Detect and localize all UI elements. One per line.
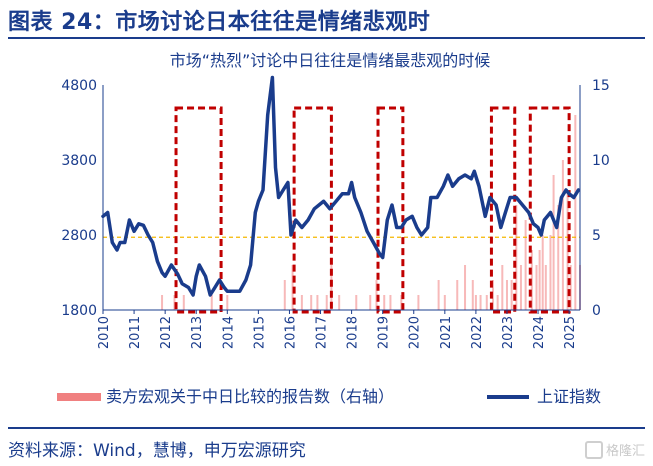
report-bar (566, 190, 569, 310)
x-tick-label: 2019 (377, 316, 392, 349)
report-bar (355, 295, 358, 310)
report-bar (569, 265, 572, 310)
report-bar (161, 295, 164, 310)
report-bar (541, 235, 544, 310)
header-divider (8, 37, 645, 39)
highlight-box (292, 106, 333, 314)
report-bar (417, 295, 420, 310)
left-tick-label: 4800 (61, 78, 97, 94)
x-tick-label: 2017 (315, 316, 330, 349)
report-bar (496, 295, 499, 310)
report-bar (561, 160, 564, 310)
right-tick-label: 10 (592, 153, 610, 169)
right-tick-label: 15 (592, 78, 610, 94)
highlight-box (489, 106, 517, 314)
report-bar (300, 295, 303, 310)
report-bar (375, 280, 378, 310)
report-bar (369, 295, 372, 310)
report-bar (383, 295, 386, 310)
report-bar (400, 295, 403, 310)
report-bar (310, 295, 313, 310)
report-bar (530, 250, 533, 310)
header: 图表 24：市场讨论日本往往是情绪悲观时 (0, 0, 653, 40)
report-bar (474, 295, 477, 310)
report-bar (443, 295, 446, 310)
report-bar (291, 265, 294, 310)
figure-title: 图表 24：市场讨论日本往往是情绪悲观时 (8, 10, 431, 35)
x-tick-label: 2021 (439, 316, 454, 349)
footer-divider (8, 427, 645, 429)
report-bar (544, 265, 547, 310)
x-tick-label: 2014 (221, 316, 236, 349)
report-bar (535, 265, 538, 310)
x-tick-label: 2022 (470, 316, 485, 349)
highlight-box (376, 106, 405, 314)
legend-bar-label: 卖方宏观关于中日比较的报告数（右轴） (106, 387, 394, 406)
highlight-box (174, 106, 223, 314)
report-bar (182, 295, 185, 310)
x-tick-label: 2024 (532, 316, 547, 349)
watermark: 格隆汇 (584, 440, 645, 459)
x-tick-label: 2018 (346, 316, 361, 349)
report-bar (510, 280, 513, 310)
index-line (101, 75, 581, 297)
left-tick-label: 1800 (61, 303, 97, 319)
report-bar (491, 280, 494, 310)
watermark-icon (584, 440, 603, 459)
x-tick-label: 2013 (190, 316, 205, 349)
source-note: 资料来源：Wind，慧博，申万宏源研究 (8, 441, 306, 461)
report-bar (505, 280, 508, 310)
report-bar (464, 265, 467, 310)
report-bar (552, 175, 555, 310)
right-tick-label: 5 (592, 228, 601, 244)
x-tick-label: 2011 (128, 316, 143, 349)
report-bar (557, 205, 560, 310)
report-bar (538, 250, 541, 310)
report-bar (515, 205, 518, 310)
left-tick-label: 3800 (61, 153, 97, 169)
left-tick-label: 2800 (61, 228, 97, 244)
report-bar (389, 295, 392, 310)
x-tick-label: 2016 (283, 316, 298, 349)
report-bar (471, 280, 474, 310)
x-tick-label: 2020 (408, 316, 423, 349)
report-bar (226, 295, 229, 310)
report-bar (501, 265, 504, 310)
report-bar (485, 295, 488, 310)
right-tick-label: 0 (592, 303, 601, 319)
report-bar (210, 295, 213, 310)
report-bar (338, 295, 341, 310)
report-bar (524, 220, 527, 310)
report-bar (479, 295, 482, 310)
x-tick-label: 2012 (159, 316, 174, 349)
report-bar (325, 295, 328, 310)
x-tick-label: 2015 (252, 316, 267, 349)
x-tick-label: 2010 (97, 316, 112, 349)
x-tick-label: 2023 (501, 316, 516, 349)
report-bar (330, 265, 333, 310)
report-bar (456, 280, 459, 310)
legend-line-label: 上证指数 (537, 387, 601, 406)
report-bar (519, 265, 522, 310)
report-bar (316, 295, 319, 310)
x-tick-label: 2025 (563, 316, 578, 349)
chart-title: 市场“热烈”讨论中日往往是情绪最悲观的时候 (170, 51, 491, 70)
report-bar (574, 115, 577, 310)
report-bar (283, 280, 286, 310)
report-bar (549, 235, 552, 310)
legend-bar-swatch (57, 393, 101, 401)
report-bar (437, 280, 440, 310)
report-bar (173, 295, 176, 310)
watermark-text: 格隆汇 (605, 444, 645, 459)
